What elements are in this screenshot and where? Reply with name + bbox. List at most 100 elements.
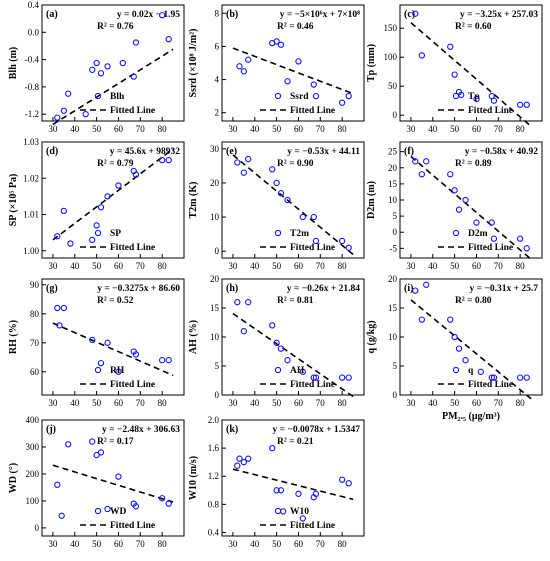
y-tick-label: 5: [215, 361, 220, 371]
y-axis-label: RH (%): [8, 320, 19, 354]
legend-series-label: Ssrd: [290, 92, 309, 102]
x-tick-label: 60: [294, 398, 304, 408]
data-point: [312, 374, 320, 381]
data-point: [490, 235, 498, 242]
y-tick-label: 6: [215, 41, 220, 51]
data-point: [165, 500, 172, 507]
y-axis-label: q (g/kg): [366, 320, 377, 353]
panel-letter: (a): [46, 9, 58, 20]
data-point: [295, 58, 302, 65]
data-point: [412, 158, 419, 165]
data-point: [234, 462, 241, 469]
data-point: [339, 99, 346, 106]
legend-marker: [94, 507, 102, 515]
y-tick-label: 1.2: [208, 471, 219, 481]
data-point: [97, 449, 105, 456]
x-tick-label: 70: [316, 261, 326, 271]
data-point: [132, 39, 140, 46]
data-point: [60, 107, 67, 114]
data-point: [97, 70, 105, 77]
data-point: [58, 512, 65, 519]
data-point: [269, 166, 276, 173]
legend-marker: [274, 366, 282, 374]
data-point: [273, 38, 280, 45]
data-point: [473, 219, 480, 226]
data-point: [277, 41, 285, 48]
r-squared: R² = 0.80: [455, 296, 492, 306]
data-point: [93, 222, 100, 229]
legend-series-label: T2m: [290, 229, 309, 239]
x-tick-label: 50: [92, 539, 102, 549]
data-point: [89, 336, 96, 344]
x-tick-label: 40: [250, 261, 260, 271]
data-point: [523, 101, 530, 108]
y-axis-label: Tp (mm): [366, 44, 377, 82]
y-tick-label: 90: [30, 280, 40, 290]
y-tick-label: 100: [26, 496, 40, 506]
x-tick-label: 80: [158, 398, 168, 408]
y-tick-label: 100: [384, 52, 398, 62]
data-point: [159, 495, 166, 502]
data-point: [310, 213, 317, 221]
data-point: [488, 219, 495, 226]
fitted-line: [52, 48, 174, 126]
data-point: [104, 193, 111, 200]
data-point: [165, 357, 172, 364]
data-point: [245, 56, 252, 63]
data-point: [299, 368, 306, 375]
data-point: [462, 357, 469, 364]
panel-letter: (b): [226, 9, 238, 20]
x-tick-label: 80: [338, 124, 348, 134]
data-point: [159, 357, 166, 364]
r-squared: R² = 0.46: [277, 22, 314, 32]
y-tick-label: 15: [388, 179, 398, 189]
legend-fit-label: Fitted Line: [468, 380, 513, 390]
data-point: [273, 487, 280, 494]
legend-series-label: WD: [110, 507, 127, 517]
panel-letter: (g): [46, 283, 58, 294]
y-tick-label: 5: [393, 211, 398, 221]
y-tick-label: 1.6: [208, 443, 220, 453]
data-point: [451, 333, 458, 341]
data-point: [60, 304, 67, 312]
y-axis-label: W10 (m/s): [188, 456, 199, 500]
x-tick-label: 80: [516, 398, 526, 408]
fit-equation: y = −0.26x + 21.84: [287, 284, 360, 294]
y-tick-label: 0: [35, 523, 40, 533]
legend-series-label: Blh: [110, 92, 125, 102]
y-tick-label: 60: [30, 367, 40, 377]
data-point: [54, 233, 61, 240]
panel-letter: (c): [404, 9, 415, 20]
fit-equation: y = −2.48x + 306.63: [102, 425, 180, 435]
data-point: [132, 171, 140, 178]
fitted-line: [52, 322, 174, 377]
y-tick-label: 10: [210, 212, 220, 222]
data-point: [277, 345, 285, 352]
panel-letter: (k): [226, 424, 238, 435]
data-point: [295, 490, 302, 497]
data-point: [104, 339, 111, 346]
legend-marker: [274, 92, 282, 100]
fitted-line: [52, 148, 174, 241]
panel-j: 30 40 50 60 70 80 0 100 200 300 400 WD (°) (j) y = −2…: [8, 415, 185, 549]
legend-fit-label: Fitted Line: [110, 243, 155, 253]
data-point: [488, 374, 495, 381]
panel-frame: [41, 4, 185, 122]
x-tick-label: 30: [48, 261, 58, 271]
data-point: [473, 95, 480, 103]
data-point: [299, 213, 306, 221]
x-tick-label: 70: [316, 398, 326, 408]
data-point: [418, 52, 425, 59]
data-point: [56, 322, 63, 329]
x-tick-label: 50: [272, 261, 282, 271]
r-squared: R² = 0.21: [277, 437, 314, 447]
y-tick-label: 20: [210, 178, 220, 188]
panel-letter: (h): [226, 283, 238, 294]
data-point: [93, 59, 100, 67]
x-tick-label: 80: [516, 261, 526, 271]
y-tick-label: 2.0: [208, 415, 220, 425]
x-tick-label: 40: [250, 539, 260, 549]
data-point: [447, 43, 454, 50]
y-tick-label: 1.03: [23, 137, 39, 147]
